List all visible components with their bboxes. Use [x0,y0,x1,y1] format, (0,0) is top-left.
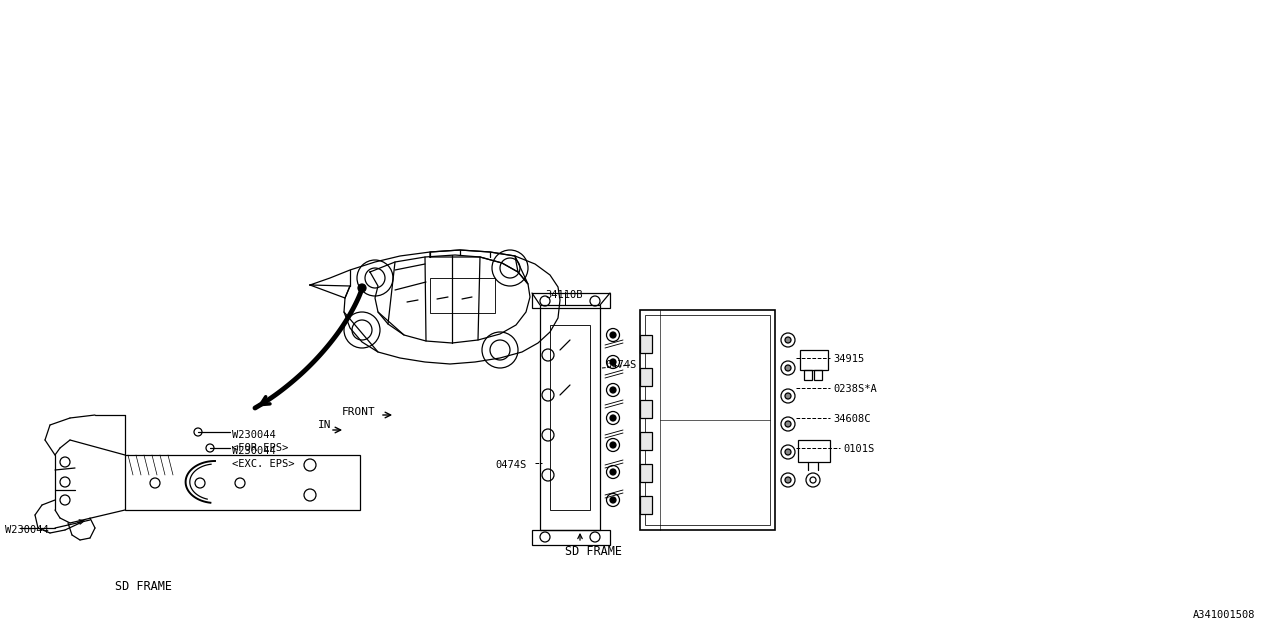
Text: 34915: 34915 [833,354,864,364]
Bar [540,305,600,530]
Bar [800,350,828,370]
Circle shape [358,284,366,292]
Circle shape [611,415,616,421]
Bar [532,293,611,308]
Circle shape [611,497,616,503]
Bar [125,455,360,510]
Text: <FOR EPS>: <FOR EPS> [232,443,288,453]
Text: 0474S: 0474S [495,460,526,470]
Text: SD FRAME: SD FRAME [564,545,622,558]
Circle shape [611,359,616,365]
Text: W230044: W230044 [232,446,275,456]
Bar [640,432,652,450]
Bar [640,464,652,482]
Bar [645,315,771,525]
Circle shape [785,421,791,427]
Text: <EXC. EPS>: <EXC. EPS> [232,459,294,469]
Text: 0474S: 0474S [605,360,636,370]
Text: 0238S*A: 0238S*A [833,384,877,394]
Bar [640,496,652,514]
Circle shape [611,332,616,338]
Bar [640,368,652,386]
Circle shape [611,442,616,448]
Text: FRONT: FRONT [342,407,376,417]
Bar [640,335,652,353]
Text: 34608C: 34608C [833,414,870,424]
Text: SD FRAME: SD FRAME [115,580,172,593]
Bar [430,278,495,313]
Circle shape [785,337,791,343]
Bar [532,530,611,545]
Bar [640,310,774,530]
Circle shape [611,387,616,393]
Circle shape [785,365,791,371]
Text: 34110B: 34110B [545,290,582,300]
Text: A341001508: A341001508 [1193,610,1254,620]
Text: W230044: W230044 [5,525,49,535]
Text: W230044: W230044 [232,430,275,440]
Circle shape [785,477,791,483]
Circle shape [611,469,616,475]
Bar [814,370,822,380]
Bar [797,440,829,462]
Text: 0101S: 0101S [844,444,874,454]
Bar [640,400,652,418]
Circle shape [785,449,791,455]
Circle shape [785,393,791,399]
Text: IN: IN [317,420,332,430]
Bar [550,325,590,510]
Bar [804,370,812,380]
